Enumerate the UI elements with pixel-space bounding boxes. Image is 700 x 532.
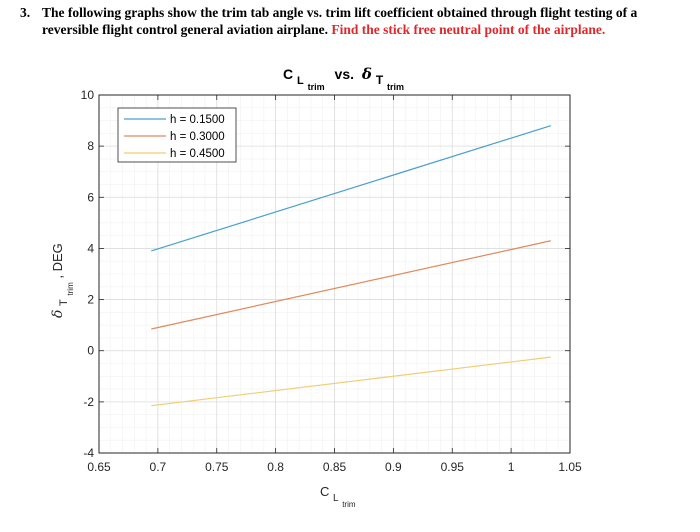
title-cl-subsub: trim [308,82,325,92]
x-tick-label: 1 [508,460,515,474]
title-cl-sub: L [297,75,304,87]
title-cl: C [283,66,293,82]
ylabel-sub: T [58,299,70,306]
x-tick-label: 0.9 [385,460,402,474]
y-tick-label: 2 [87,293,94,307]
legend-label-2: h = 0.3000 [170,131,225,143]
y-tick-label: 4 [87,241,94,255]
series-line-2 [151,240,551,330]
legend-items: h = 0.1500 h = 0.3000 h = 0.4500 [124,114,225,160]
xlabel-sub: L [333,493,339,504]
question-highlight: Find the stick free neutral point of the… [331,22,606,37]
ylabel-subsub: trim [66,282,75,296]
x-tick-label: 0.85 [323,460,347,474]
y-tick-label: 10 [81,88,95,102]
series-line-3 [151,356,551,407]
y-tick-label: -2 [83,395,94,409]
x-tick-label: 1.05 [558,460,582,474]
series-line-1 [151,125,551,252]
x-tick-label: 0.7 [150,460,167,474]
xlabel-main: C [320,484,329,499]
title-delta-sub: T [376,73,384,87]
x-tick-label: 0.75 [205,460,229,474]
y-tick-label: 8 [87,139,94,153]
legend-label-1: h = 0.1500 [170,114,225,126]
x-tick-label: 0.95 [441,460,465,474]
y-tick-label: 0 [87,344,94,358]
title-delta: δ [361,65,372,83]
y-tick-label: 6 [87,190,94,204]
series-lines [151,125,551,407]
title-vs: vs. [335,66,354,82]
title-delta-subsub: trim [387,82,404,92]
x-tick-label: 0.8 [267,460,284,474]
axis-ticks: 0.65 0.7 0.75 0.8 0.85 0.9 0.95 1 1.05 -4 -2 0 2 4 6 8 1… [81,88,582,474]
x-tick-label: 0.65 [87,460,111,474]
ylabel-unit: , DEG [50,243,65,278]
question-body: The following graphs show the trim tab a… [42,4,682,38]
question-number: 3. [20,5,31,20]
y-tick-label: -4 [83,446,94,460]
legend-label-3: h = 0.4500 [170,148,225,160]
ylabel-main: δ [50,310,66,318]
x-axis-label: C L trim [320,484,356,509]
chart-title: C L trim vs. δ T trim [283,65,404,93]
xlabel-subsub: trim [342,500,356,509]
y-axis-label: δ T trim , DEG [50,243,76,318]
legend: h = 0.1500 h = 0.3000 h = 0.4500 [117,107,237,163]
question-statement: The following graphs show the trim tab a… [42,5,638,37]
